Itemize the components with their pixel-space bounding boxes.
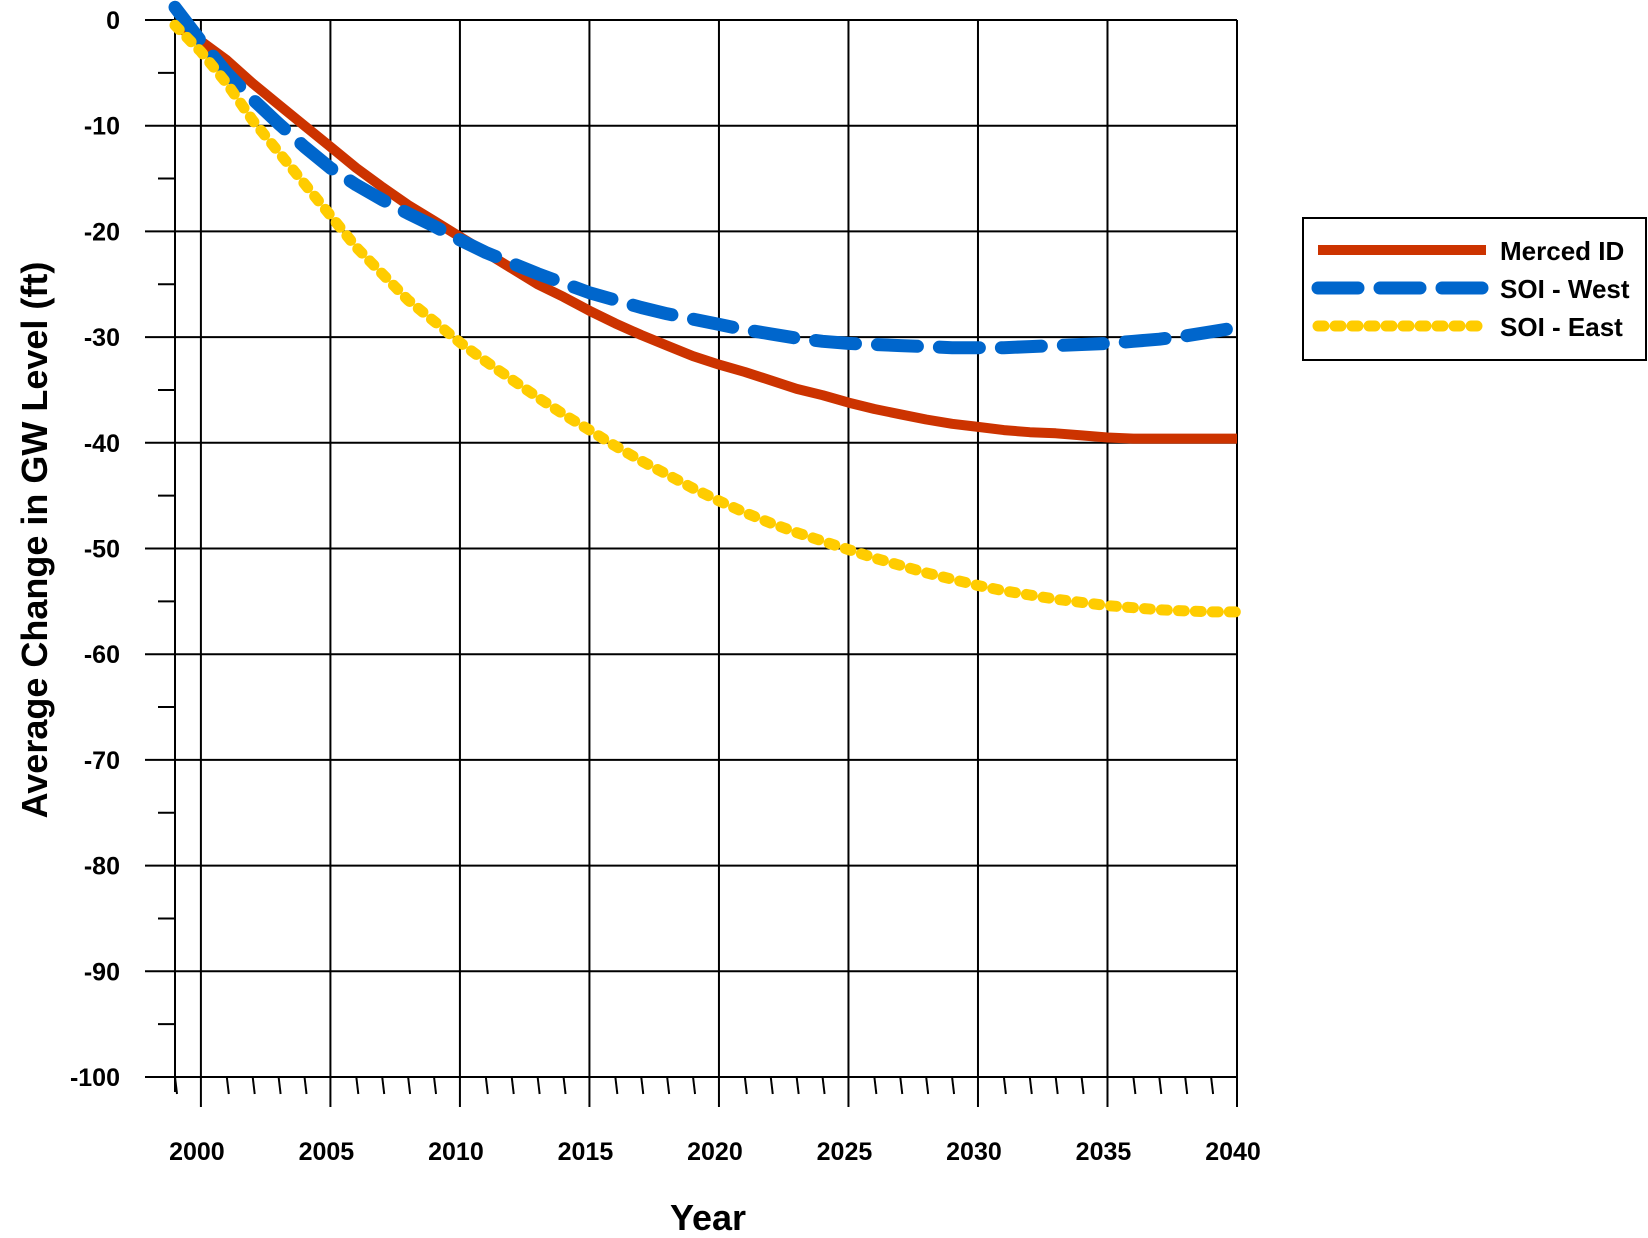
x-minor-tick xyxy=(925,1076,930,1095)
x-minor-tick xyxy=(1080,1076,1085,1095)
x-tick-label: 2000 xyxy=(169,1138,225,1166)
x-tick-label: 2010 xyxy=(428,1138,484,1166)
x-minor-tick xyxy=(951,1076,956,1095)
series-line-soi-west xyxy=(168,0,1244,355)
x-minor-tick xyxy=(1210,1076,1215,1095)
series-line-merced-id xyxy=(172,21,1237,444)
x-axis-title: Year xyxy=(670,1197,746,1238)
x-minor-tick xyxy=(692,1076,697,1095)
x-minor-tick xyxy=(1054,1076,1059,1095)
y-tick-label: -40 xyxy=(84,430,120,458)
x-minor-tick xyxy=(640,1076,645,1095)
y-tick-label: -90 xyxy=(84,958,120,986)
x-minor-tick xyxy=(1132,1076,1137,1095)
plot-frame xyxy=(174,12,1238,1107)
y-axis-title: Average Change in GW Level (ft) xyxy=(14,262,55,819)
y-tick-label: -100 xyxy=(70,1064,120,1092)
x-minor-tick xyxy=(510,1076,515,1095)
x-minor-tick xyxy=(769,1076,774,1095)
x-minor-tick xyxy=(433,1076,438,1095)
x-minor-tick xyxy=(174,1076,178,1095)
y-tick-label: -70 xyxy=(84,747,120,775)
y-tick-label: -30 xyxy=(84,324,120,352)
x-minor-tick xyxy=(1028,1076,1033,1095)
y-tick-label: 0 xyxy=(106,7,120,35)
y-tick-label: -50 xyxy=(84,536,120,564)
x-minor-tick xyxy=(1184,1076,1189,1095)
x-minor-tick xyxy=(873,1076,878,1095)
legend-label-merced-id: Merced ID xyxy=(1500,236,1624,266)
series-lines xyxy=(168,0,1244,618)
y-tick-label: -20 xyxy=(84,218,120,246)
y-gridlines xyxy=(145,19,1237,1078)
legend-label-soi-west: SOI - West xyxy=(1500,274,1630,304)
x-minor-ticks xyxy=(174,1076,1215,1095)
y-tick-labels: 0 -10 -20 -30 -40 -50 -60 -70 -80 -90 -100 xyxy=(70,7,120,1092)
legend: Merced ID SOI - West SOI - East xyxy=(1302,217,1647,361)
x-minor-tick xyxy=(536,1076,541,1095)
x-minor-tick xyxy=(743,1076,748,1095)
x-minor-tick xyxy=(407,1076,412,1095)
x-minor-tick xyxy=(562,1076,567,1095)
x-tick-label: 2030 xyxy=(946,1138,1002,1166)
x-minor-tick xyxy=(614,1076,619,1095)
x-minor-tick xyxy=(821,1076,826,1095)
x-minor-tick xyxy=(1002,1076,1007,1095)
y-minor-ticks xyxy=(158,71,175,1026)
x-minor-tick xyxy=(277,1076,282,1095)
x-tick-label: 2005 xyxy=(299,1138,355,1166)
y-tick-label: -10 xyxy=(84,113,120,141)
x-tick-label: 2025 xyxy=(817,1138,873,1166)
x-minor-tick xyxy=(355,1076,360,1095)
y-tick-label: -80 xyxy=(84,853,120,881)
x-minor-tick xyxy=(899,1076,904,1095)
y-tick-label: -60 xyxy=(84,641,120,669)
x-tick-label: 2040 xyxy=(1205,1138,1261,1166)
x-minor-tick xyxy=(303,1076,308,1095)
x-tick-labels: 2000 2005 2010 2015 2020 2025 2030 2035 2040 xyxy=(169,1138,1261,1166)
series-line-soi-east xyxy=(169,19,1243,618)
x-minor-tick xyxy=(225,1076,230,1095)
x-minor-tick xyxy=(381,1076,386,1095)
x-gridlines xyxy=(199,20,1238,1107)
legend-label-soi-east: SOI - East xyxy=(1500,312,1623,342)
x-tick-label: 2035 xyxy=(1076,1138,1132,1166)
x-tick-label: 2015 xyxy=(558,1138,614,1166)
x-tick-label: 2020 xyxy=(687,1138,743,1166)
x-minor-tick xyxy=(795,1076,800,1095)
x-minor-tick xyxy=(251,1076,256,1095)
x-minor-tick xyxy=(666,1076,671,1095)
x-minor-tick xyxy=(484,1076,489,1095)
x-minor-tick xyxy=(1158,1076,1163,1095)
